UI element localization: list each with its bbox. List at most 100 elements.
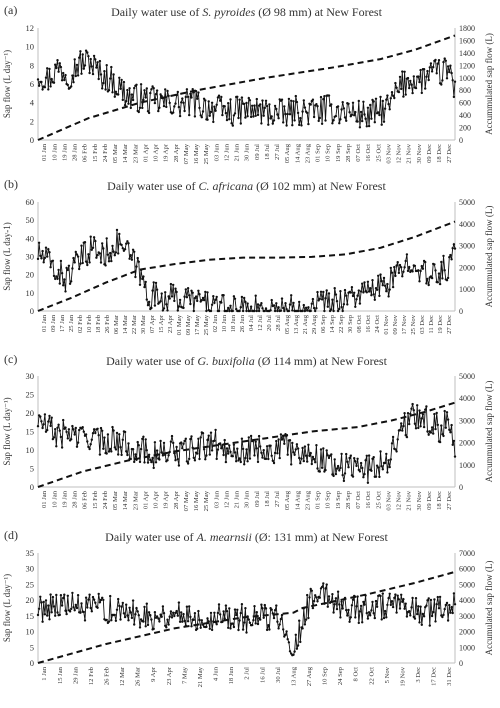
daily-sap-flow-point: [223, 617, 226, 620]
daily-sap-flow-point: [231, 124, 234, 127]
daily-sap-flow-point: [95, 256, 98, 259]
daily-sap-flow-point: [111, 91, 114, 94]
x-tick-label: 01 Jan: [41, 314, 48, 332]
x-tick-label: 26 Jun: [239, 314, 246, 332]
daily-sap-flow-point: [186, 620, 190, 623]
daily-sap-flow-point: [109, 77, 112, 80]
y-tick-label-left: 8: [30, 60, 34, 70]
daily-sap-flow-point: [408, 422, 411, 426]
x-tick-label: 25 May: [203, 314, 210, 335]
x-tick-label: 15 Jan: [57, 666, 64, 684]
daily-sap-flow-point: [227, 306, 230, 310]
daily-sap-flow-point: [367, 611, 371, 614]
daily-sap-flow-point: [182, 442, 185, 445]
daily-sap-flow-point: [208, 114, 211, 118]
y-tick-label-left: 5: [30, 642, 34, 652]
daily-sap-flow-point: [231, 622, 234, 625]
x-tick-label: 01 Jan: [41, 490, 48, 508]
daily-sap-flow-point: [383, 107, 387, 110]
y-tick-label-right: 1000: [459, 643, 475, 652]
daily-sap-flow-point: [422, 615, 426, 618]
daily-sap-flow-point: [62, 596, 65, 600]
daily-sap-flow-point: [370, 469, 373, 472]
y-tick-label-left: 35: [26, 548, 35, 558]
daily-sap-flow-point: [269, 309, 272, 312]
x-tick-label: 09 May: [185, 314, 192, 335]
panel-letter: (d): [4, 528, 18, 542]
chart-panel: (d) Daily water use of A. mearnsii (Ø: 13…: [2, 528, 494, 687]
daily-sap-flow-point: [372, 293, 375, 296]
daily-sap-flow-point: [121, 98, 125, 102]
daily-sap-flow-point: [217, 94, 221, 97]
x-tick-label: 22 Mar: [131, 314, 138, 334]
y-tick-label-left: 20: [26, 408, 35, 418]
daily-sap-flow-point: [292, 451, 295, 454]
daily-sap-flow-point: [285, 124, 288, 127]
daily-sap-flow-point: [453, 455, 457, 458]
daily-sap-flow-point: [435, 72, 438, 75]
daily-sap-flow-point: [290, 463, 293, 466]
daily-sap-flow-point: [194, 295, 198, 298]
y-tick-label-right: 5000: [459, 372, 475, 381]
daily-sap-flow-point: [255, 611, 258, 614]
x-tick-label: 12 Feb: [88, 666, 95, 685]
daily-sap-flow-point: [81, 426, 84, 429]
daily-sap-flow-point: [339, 616, 342, 619]
daily-sap-flow-point: [359, 461, 363, 465]
y-tick-label-right: 0: [459, 307, 463, 316]
daily-sap-flow-point: [277, 627, 280, 630]
daily-sap-flow-point: [238, 619, 241, 622]
daily-sap-flow-point: [290, 294, 293, 297]
daily-sap-flow-point: [273, 451, 277, 455]
daily-sap-flow-point: [37, 241, 41, 244]
daily-sap-flow-point: [166, 89, 169, 93]
daily-sap-flow-point: [127, 242, 130, 245]
daily-sap-flow-point: [123, 103, 127, 107]
x-tick-label: 01 Sep: [315, 143, 322, 162]
daily-sap-flow-point: [401, 275, 404, 278]
daily-sap-flow-point: [136, 256, 139, 260]
daily-sap-flow-point: [189, 437, 192, 441]
daily-sap-flow-point: [404, 602, 407, 605]
daily-sap-flow-point: [448, 70, 451, 74]
daily-sap-flow-point: [107, 260, 111, 263]
daily-sap-flow-point: [379, 95, 382, 99]
daily-sap-flow-point: [44, 599, 48, 602]
daily-sap-flow-point: [263, 309, 266, 313]
daily-sap-flow-point: [277, 306, 280, 309]
daily-sap-flow-point: [341, 607, 344, 610]
daily-sap-flow-point: [320, 466, 324, 469]
daily-sap-flow-point: [58, 282, 61, 285]
x-tick-label: 25 Nov: [410, 314, 417, 334]
daily-sap-flow-point: [358, 302, 362, 305]
y-tick-label-left: 20: [26, 270, 35, 280]
daily-sap-flow-point: [312, 458, 316, 461]
daily-sap-flow-point: [449, 253, 452, 257]
daily-sap-flow-point: [443, 269, 446, 272]
daily-sap-flow-point: [414, 86, 418, 90]
daily-sap-flow-point: [429, 62, 433, 65]
daily-sap-flow-point: [401, 429, 404, 432]
daily-sap-flow-point: [371, 279, 374, 282]
cumulative-sap-flow-line: [37, 570, 456, 664]
daily-sap-flow-point: [402, 598, 405, 601]
y-tick-label-right: 2000: [459, 439, 475, 448]
daily-sap-flow-point: [193, 459, 197, 462]
x-tick-label: 09 Jan: [50, 314, 57, 332]
x-tick-label: 14 Sep: [329, 314, 336, 333]
daily-sap-flow-point: [138, 460, 142, 464]
daily-sap-flow-point: [257, 434, 261, 438]
daily-sap-flow-point: [134, 275, 137, 279]
daily-sap-flow-point: [210, 628, 214, 632]
daily-sap-flow-point: [396, 261, 399, 264]
daily-sap-flow-point: [225, 447, 229, 450]
daily-sap-flow-point: [169, 610, 173, 613]
y-tick-label-left: 0: [30, 135, 34, 145]
daily-sap-flow-point: [451, 247, 454, 250]
daily-sap-flow-point: [304, 306, 308, 309]
daily-sap-flow-point: [373, 298, 376, 301]
daily-sap-flow-point: [320, 585, 324, 589]
title-suffix: (Ø 98 mm) at New Forest: [255, 5, 382, 19]
daily-sap-flow-point: [192, 618, 195, 622]
daily-sap-flow-point: [112, 73, 115, 76]
